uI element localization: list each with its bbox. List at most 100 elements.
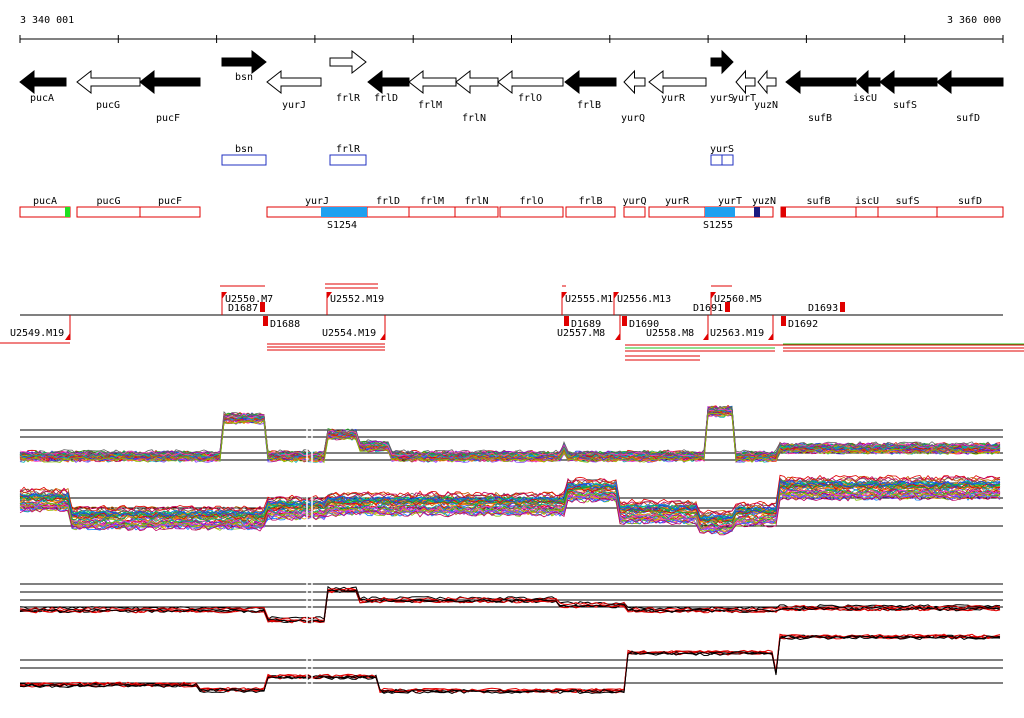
upshift-U2552.M19[interactable]: U2552.M19 — [326, 292, 384, 315]
gene-pucA[interactable]: pucA — [19, 69, 67, 104]
marker-D1689[interactable]: D1689 — [564, 316, 601, 330]
downshift-U2558.M8[interactable]: U2558.M8 — [646, 315, 709, 340]
transcript-rect[interactable] — [780, 206, 857, 218]
expr-profile-line — [19, 410, 1001, 462]
region-box-bsn[interactable]: bsn — [221, 144, 267, 166]
gene-arrow[interactable] — [936, 69, 1004, 95]
gene-yurS[interactable]: yurS — [710, 49, 734, 104]
gene-sufS[interactable]: sufS — [879, 69, 938, 111]
gene-bsn[interactable]: bsn — [221, 49, 267, 83]
gene-arrow[interactable] — [623, 69, 646, 95]
transcript-sufD[interactable]: sufD — [936, 196, 1004, 218]
gene-arrow[interactable] — [408, 69, 457, 95]
marker-D1691[interactable]: D1691 — [693, 302, 730, 314]
gene-arrow[interactable] — [329, 49, 367, 75]
gene-pucF[interactable]: pucF — [139, 69, 201, 124]
marker-D1692[interactable]: D1692 — [781, 316, 818, 330]
transcript-pucF[interactable]: pucF — [139, 196, 201, 218]
upshift-U2560.M5[interactable]: U2560.M5 — [710, 292, 762, 315]
transcript-frlM[interactable]: frlM — [408, 196, 456, 218]
region-box-frlR[interactable]: frlR — [329, 144, 367, 166]
gene-arrow[interactable] — [76, 69, 141, 95]
gene-yurT[interactable]: yurT — [732, 69, 756, 104]
marker-D1687[interactable]: D1687 — [228, 302, 265, 314]
transcript-iscU[interactable]: iscU — [855, 196, 879, 218]
gene-arrow[interactable] — [735, 69, 756, 95]
marker-D1690[interactable]: D1690 — [622, 316, 659, 330]
expr-profile-line — [19, 408, 1001, 459]
gene-arrow[interactable] — [139, 69, 201, 95]
transcript-yurR[interactable]: yurR — [648, 196, 706, 218]
transcript-frlD[interactable]: frlD — [366, 196, 410, 218]
marker-D1693[interactable]: D1693 — [808, 302, 845, 314]
gene-arrow[interactable] — [648, 69, 707, 95]
gene-arrow[interactable] — [855, 69, 881, 95]
gene-label: frlR — [336, 93, 361, 104]
gene-yurR[interactable]: yurR — [648, 69, 707, 104]
upshift-U2550.M7[interactable]: U2550.M7 — [221, 292, 273, 315]
transcript-rect[interactable] — [139, 206, 201, 218]
transcript-rect[interactable] — [565, 206, 616, 218]
gene-arrow[interactable] — [19, 69, 67, 95]
gene-arrow[interactable] — [757, 69, 777, 95]
gene-yuzN[interactable]: yuzN — [754, 69, 778, 111]
gene-arrow[interactable] — [710, 49, 734, 75]
transcript-rect[interactable] — [936, 206, 1004, 218]
transcript-rect[interactable] — [454, 206, 499, 218]
gene-yurJ[interactable]: yurJ — [266, 69, 322, 111]
gene-yurQ[interactable]: yurQ — [621, 69, 646, 124]
transcript-rect[interactable] — [366, 206, 410, 218]
transcript-sufB[interactable]: sufB — [780, 196, 857, 218]
transcript-frlO[interactable]: frlO — [499, 196, 564, 218]
gene-arrow[interactable] — [266, 69, 322, 95]
transcript-rect[interactable] — [623, 206, 646, 218]
transcript-rect[interactable] — [76, 206, 141, 218]
gene-arrow[interactable] — [497, 69, 564, 95]
marker-D1688[interactable]: D1688 — [263, 316, 300, 330]
gene-frlR[interactable]: frlR — [329, 49, 367, 104]
upshift-U2555.M1[interactable]: U2555.M1 — [561, 292, 613, 315]
transcript-rect[interactable] — [877, 206, 938, 218]
gene-arrow[interactable] — [221, 49, 267, 75]
region-rect[interactable] — [221, 154, 267, 166]
gene-arrow[interactable] — [879, 69, 938, 95]
region-box-yurS[interactable]: yurS — [710, 144, 734, 166]
gene-frlM[interactable]: frlM — [408, 69, 457, 111]
region-rect[interactable] — [329, 154, 367, 166]
gene-frlB[interactable]: frlB — [564, 69, 617, 111]
transcript-label: yurT — [718, 196, 742, 207]
transcript-label: frlB — [578, 196, 602, 207]
transcript-frlN[interactable]: frlN — [454, 196, 499, 218]
transcript-rect[interactable] — [408, 206, 456, 218]
expr-summary-line — [19, 585, 1001, 621]
gene-frlO[interactable]: frlO — [497, 69, 564, 104]
upshift-label: U2552.M19 — [330, 294, 384, 305]
gene-arrow[interactable] — [455, 69, 499, 95]
gene-frlN[interactable]: frlN — [455, 69, 499, 124]
transcript-frlB[interactable]: frlB — [565, 196, 616, 218]
gene-arrow[interactable] — [564, 69, 617, 95]
transcript-rect[interactable] — [648, 206, 706, 218]
gene-frlD[interactable]: frlD — [367, 69, 410, 104]
gene-arrow[interactable] — [785, 69, 857, 95]
transcript-pucG[interactable]: pucG — [76, 196, 141, 218]
transcript-pucA[interactable]: pucA — [19, 196, 71, 218]
transcript-yurQ[interactable]: yurQ — [622, 196, 647, 218]
gene-sufD[interactable]: sufD — [936, 69, 1004, 124]
gene-iscU[interactable]: iscU — [853, 69, 881, 104]
segment-label-S1255: S1255 — [703, 220, 733, 231]
transcript-sufS[interactable]: sufS — [877, 196, 938, 218]
downshift-U2563.M19[interactable]: U2563.M19 — [710, 315, 774, 340]
downshift-U2554.M19[interactable]: U2554.M19 — [322, 315, 386, 340]
upshift-flag — [711, 292, 716, 299]
transcript-rect[interactable] — [499, 206, 564, 218]
downshift-U2549.M19[interactable]: U2549.M19 — [10, 315, 71, 340]
downshift-U2557.M8[interactable]: U2557.M8 — [557, 315, 621, 340]
gene-pucG[interactable]: pucG — [76, 69, 141, 111]
transcript-rect[interactable] — [855, 206, 879, 218]
upshift-U2556.M13[interactable]: U2556.M13 — [613, 292, 671, 315]
gene-sufB[interactable]: sufB — [785, 69, 857, 124]
transcript-label: yurR — [665, 196, 690, 207]
gene-arrow[interactable] — [367, 69, 410, 95]
transcript-rect[interactable] — [19, 206, 71, 218]
